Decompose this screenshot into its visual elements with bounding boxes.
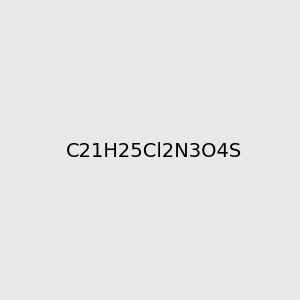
- Text: C21H25Cl2N3O4S: C21H25Cl2N3O4S: [66, 142, 242, 161]
